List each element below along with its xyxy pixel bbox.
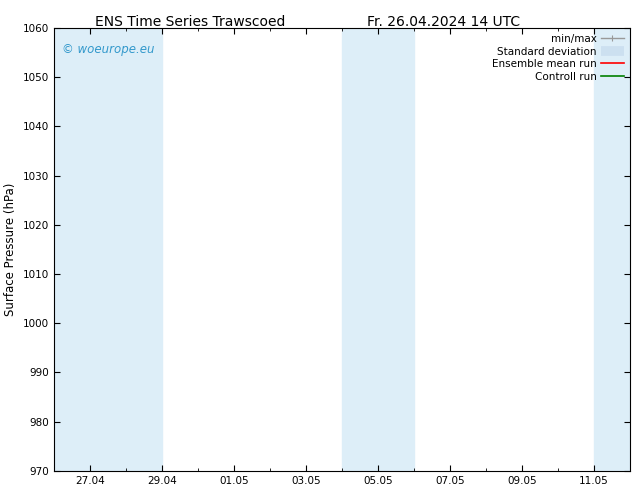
Y-axis label: Surface Pressure (hPa): Surface Pressure (hPa) [4,183,17,316]
Bar [342,28,414,471]
Bar [54,28,126,471]
Bar [594,28,630,471]
Text: © woeurope.eu: © woeurope.eu [63,43,155,56]
Legend: min/max, Standard deviation, Ensemble mean run, Controll run: min/max, Standard deviation, Ensemble me… [488,30,628,86]
Bar [126,28,162,471]
Text: ENS Time Series Trawscoed: ENS Time Series Trawscoed [95,15,285,29]
Text: Fr. 26.04.2024 14 UTC: Fr. 26.04.2024 14 UTC [367,15,521,29]
